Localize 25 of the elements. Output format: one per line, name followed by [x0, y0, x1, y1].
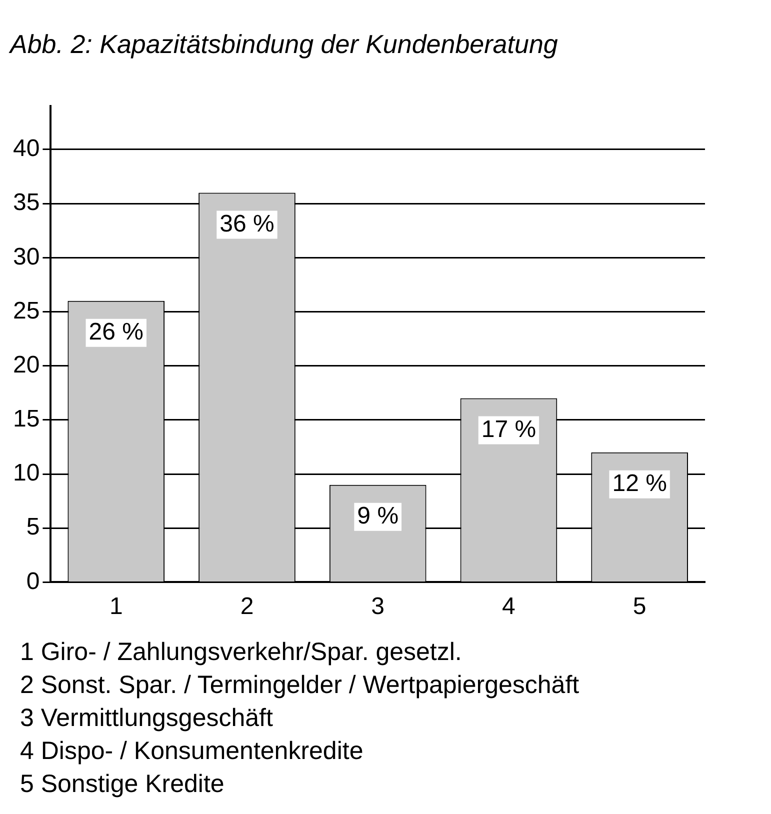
data-label: 12 %: [612, 470, 667, 498]
x-tick-label: 2: [240, 593, 254, 620]
data-label: 9 %: [357, 502, 399, 530]
x-tick-label: 3: [371, 593, 385, 620]
x-tick-label: 5: [632, 593, 646, 620]
y-tick-label: 5: [26, 514, 40, 541]
y-tick-label: 40: [12, 135, 40, 162]
text: 5 Sonstige Kredite: [20, 769, 226, 800]
text: 2 Sonst. Spar. / Termingelder / Wertpapiergeschäft: [20, 670, 580, 701]
y-tick-label: 30: [12, 243, 40, 270]
data-label: 17 %: [481, 416, 536, 443]
y-tick-label: 10: [12, 460, 40, 487]
y-tick-label: 15: [12, 406, 40, 433]
text: 3 Vermittlungsgeschäft: [20, 703, 274, 734]
y-tick-label: 35: [12, 189, 40, 216]
y-tick-label: 25: [12, 297, 40, 324]
chart-title: Abb. 2: Kapazitätsbindung der Kundenberatung: [8, 28, 558, 59]
y-tick-label: 0: [26, 568, 40, 595]
text: 4 Dispo- / Konsumentenkredite: [20, 736, 364, 767]
text: 1 Giro- / Zahlungsverkehr/Spar. gesetzl.: [20, 637, 463, 668]
data-label: 36 %: [220, 210, 274, 238]
data-label: 26 %: [88, 318, 144, 346]
x-tick-label: 1: [109, 593, 123, 620]
y-tick-label: 20: [12, 351, 40, 378]
x-tick-label: 4: [502, 593, 516, 620]
